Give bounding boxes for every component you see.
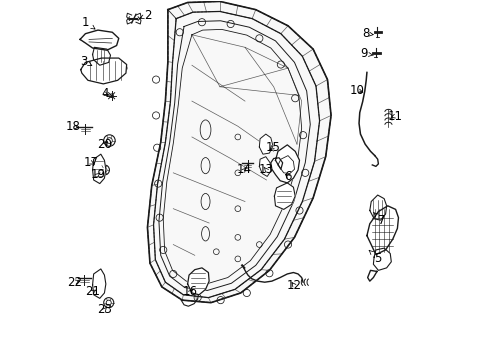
Polygon shape xyxy=(188,268,209,295)
Polygon shape xyxy=(153,12,319,298)
Text: 10: 10 xyxy=(349,84,365,97)
Text: 9: 9 xyxy=(360,47,373,60)
Text: 16: 16 xyxy=(183,285,198,298)
Text: 7: 7 xyxy=(373,212,386,227)
Text: 14: 14 xyxy=(237,163,252,176)
Text: 1: 1 xyxy=(82,16,95,29)
Text: 15: 15 xyxy=(266,140,280,153)
Circle shape xyxy=(110,94,113,98)
Text: 19: 19 xyxy=(91,168,105,181)
Text: 21: 21 xyxy=(85,285,100,298)
Polygon shape xyxy=(93,269,106,298)
Polygon shape xyxy=(147,1,331,303)
Circle shape xyxy=(241,262,245,267)
Circle shape xyxy=(121,65,127,71)
Circle shape xyxy=(82,37,88,42)
Polygon shape xyxy=(259,157,271,176)
Polygon shape xyxy=(81,58,126,84)
Text: 23: 23 xyxy=(97,303,112,316)
Polygon shape xyxy=(93,47,111,65)
Polygon shape xyxy=(159,21,310,291)
Polygon shape xyxy=(93,154,106,184)
Polygon shape xyxy=(373,248,392,270)
Text: 17: 17 xyxy=(84,156,99,169)
Polygon shape xyxy=(80,30,119,50)
Polygon shape xyxy=(259,134,273,154)
Text: 22: 22 xyxy=(67,276,82,289)
Polygon shape xyxy=(274,183,295,210)
Circle shape xyxy=(82,65,89,71)
Text: 6: 6 xyxy=(284,170,292,183)
Circle shape xyxy=(104,135,115,146)
Text: 20: 20 xyxy=(97,138,112,151)
Polygon shape xyxy=(271,145,299,183)
Text: 4: 4 xyxy=(101,87,109,100)
Text: 5: 5 xyxy=(369,250,381,265)
Text: 13: 13 xyxy=(258,163,273,176)
Text: 18: 18 xyxy=(66,121,81,134)
Circle shape xyxy=(104,298,114,308)
Polygon shape xyxy=(163,30,302,284)
Text: 8: 8 xyxy=(363,27,373,40)
Polygon shape xyxy=(367,206,398,255)
Circle shape xyxy=(99,165,109,175)
Text: 11: 11 xyxy=(388,110,402,123)
Polygon shape xyxy=(370,195,387,220)
Text: 3: 3 xyxy=(81,55,92,68)
Text: 12: 12 xyxy=(287,279,302,292)
Text: 2: 2 xyxy=(140,9,152,22)
